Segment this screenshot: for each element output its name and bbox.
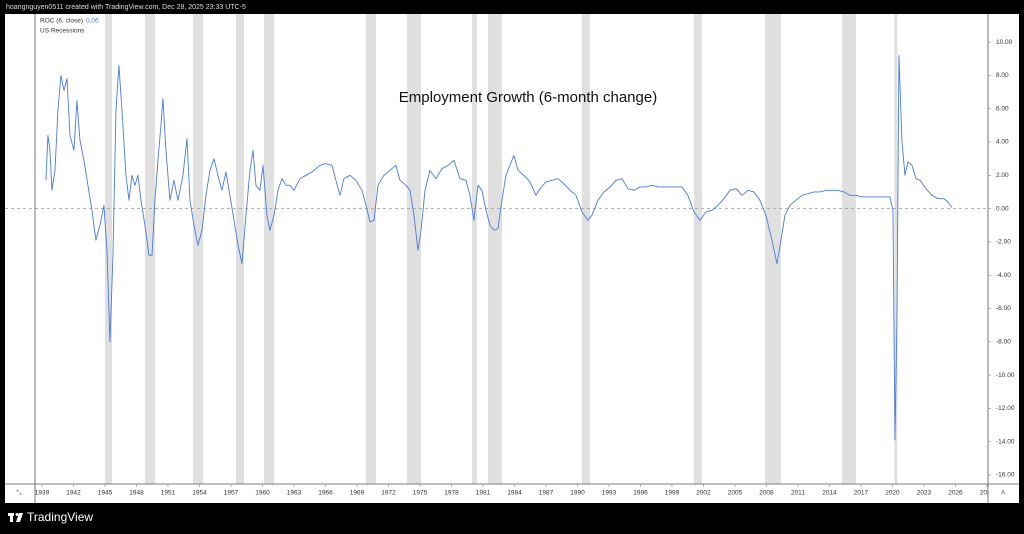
y-tick-label: 8.00 [996, 72, 1009, 79]
chart-title: Employment Growth (6-month change) [399, 89, 657, 106]
x-tick-label: 2020 [885, 490, 900, 497]
x-tick-label: 1966 [318, 490, 333, 497]
x-tick-label: 1987 [539, 490, 554, 497]
y-tick-label: 10.00 [996, 39, 1013, 46]
y-tick-label: -10.00 [996, 372, 1015, 379]
y-tick-label: -6.00 [996, 305, 1011, 312]
y-tick-label: -12.00 [996, 405, 1015, 412]
y-tick-label: 2.00 [996, 172, 1009, 179]
x-tick-label: 2029 [980, 490, 995, 497]
recession-band [235, 14, 244, 484]
recession-band [192, 14, 203, 484]
x-tick-label: 1969 [350, 490, 365, 497]
x-tick-label: 2026 [948, 490, 963, 497]
x-tick-label: 1945 [98, 490, 113, 497]
y-tick-label: 0.00 [996, 205, 1009, 212]
recession-band [581, 14, 590, 484]
recession-band [894, 14, 898, 484]
x-tick-label: 2005 [728, 490, 743, 497]
x-tick-label: 1996 [633, 490, 648, 497]
brand-logo [8, 513, 23, 522]
recession-band [263, 14, 275, 484]
recession-band [841, 14, 856, 484]
x-tick-label: 1948 [129, 490, 144, 497]
x-tick-label: 1990 [570, 490, 585, 497]
y-tick-label: -16.00 [996, 472, 1015, 479]
x-tick-label: 1978 [444, 490, 459, 497]
x-tick-label: 1972 [381, 490, 396, 497]
y-tick-label: -8.00 [996, 339, 1011, 346]
x-tick-label: 1993 [602, 490, 617, 497]
recession-band [406, 14, 422, 484]
y-tick-label: 4.00 [996, 139, 1009, 146]
legend-value: 0.06 [86, 18, 99, 25]
y-tick-label: -4.00 [996, 272, 1011, 279]
recession-band [694, 14, 702, 484]
brand-name: TradingView [27, 510, 93, 524]
x-tick-label: 1975 [413, 490, 428, 497]
x-tick-label: 1954 [192, 490, 207, 497]
header-caption: hoangnguyen0511 created with TradingView… [6, 4, 246, 11]
x-tick-label: 1984 [507, 490, 522, 497]
y-tick-label: -2.00 [996, 239, 1011, 246]
x-tick-label: 2011 [791, 490, 805, 497]
x-tick-label: 1981 [476, 490, 491, 497]
x-tick-label: 2008 [759, 490, 774, 497]
x-tick-label: 2017 [854, 490, 869, 497]
x-tick-label: 1951 [161, 490, 176, 497]
recession-band [471, 14, 477, 484]
scale-button[interactable]: A [1001, 490, 1006, 497]
x-tick-label: 1942 [66, 490, 81, 497]
x-tick-label: 1960 [255, 490, 270, 497]
x-tick-label: 1957 [224, 490, 239, 497]
x-tick-label: 1999 [665, 490, 680, 497]
y-tick-label: 6.00 [996, 105, 1009, 112]
recession-band [104, 14, 112, 484]
x-tick-label: 1939 [35, 490, 50, 497]
plot-area [5, 14, 988, 484]
chart-panel [5, 14, 1019, 503]
x-tick-label: 2023 [917, 490, 932, 497]
y-tick-label: -14.00 [996, 438, 1015, 445]
x-tick-label: 1963 [287, 490, 302, 497]
recession-band [144, 14, 155, 484]
time-axis: 1939 1942 1945 1948 1951 1954 1957 1960 1963 1966… [35, 484, 995, 497]
x-tick-label: 2002 [696, 490, 711, 497]
legend-recessions: US Recessions [40, 28, 85, 35]
recession-band [487, 14, 502, 484]
x-tick-label: 2014 [822, 490, 837, 497]
recession-band [764, 14, 781, 484]
recession-band [365, 14, 376, 484]
legend-indicator: ROC (6, close) [40, 18, 83, 25]
series-line [45, 55, 953, 441]
zoom-button[interactable]: ⤡ [16, 490, 21, 497]
